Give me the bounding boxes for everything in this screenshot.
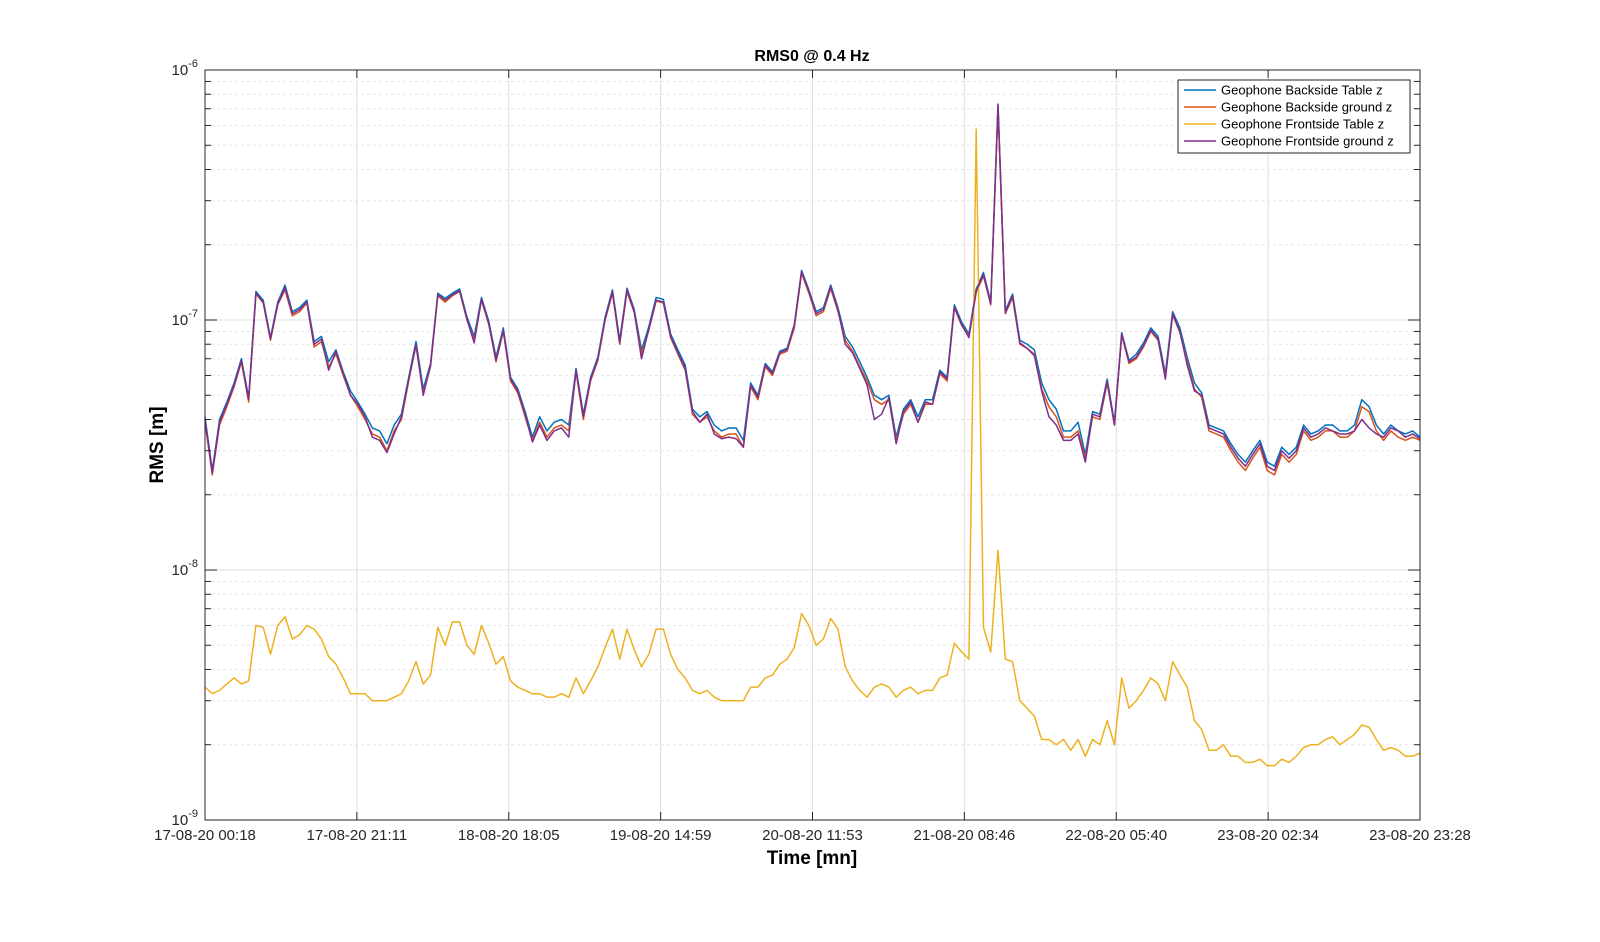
series-group [204, 103, 1421, 767]
x-tick-label: 19-08-20 14:59 [610, 827, 712, 844]
x-tick-labels: 17-08-20 00:18 17-08-20 21:11 18-08-20 18:… [154, 827, 1471, 844]
legend-label: Geophone Backside Table z [1221, 83, 1383, 98]
y-axis-label: RMS [m] [147, 406, 168, 483]
y-tick-label: 10-6 [172, 58, 198, 79]
x-tick-label: 21-08-20 08:46 [914, 827, 1016, 844]
legend-label: Geophone Backside ground z [1221, 100, 1392, 115]
y-tick-label: 10-8 [172, 558, 198, 579]
x-tick-label: 17-08-20 00:18 [154, 827, 256, 844]
x-tick-label: 20-08-20 11:53 [762, 827, 863, 844]
legend-label: Geophone Frontside ground z [1221, 134, 1394, 149]
legend-label: Geophone Frontside Table z [1221, 117, 1384, 132]
grid [205, 70, 1420, 820]
y-tick-label: 10-9 [172, 808, 198, 829]
x-tick-label: 22-08-20 05:40 [1065, 827, 1167, 844]
x-axis-label: Time [mn] [767, 848, 857, 869]
y-tick-labels: 10-9 10-8 10-7 10-6 [172, 58, 198, 829]
ticks [204, 70, 1421, 821]
series-line-4 [204, 103, 1421, 474]
legend-entries: Geophone Backside Table z Geophone Backsi… [1184, 83, 1394, 149]
y-tick-label: 10-7 [172, 308, 198, 329]
legend: Geophone Backside Table z Geophone Backsi… [1177, 79, 1411, 154]
x-tick-label: 17-08-20 21:11 [307, 827, 408, 844]
series-line-3 [204, 128, 1421, 767]
x-tick-label: 18-08-20 18:05 [458, 827, 560, 844]
chart-title: RMS0 @ 0.4 Hz [754, 48, 869, 65]
x-tick-label: 23-08-20 23:28 [1369, 827, 1471, 844]
legend-box [1177, 79, 1411, 154]
x-tick-label: 23-08-20 02:34 [1217, 827, 1319, 844]
